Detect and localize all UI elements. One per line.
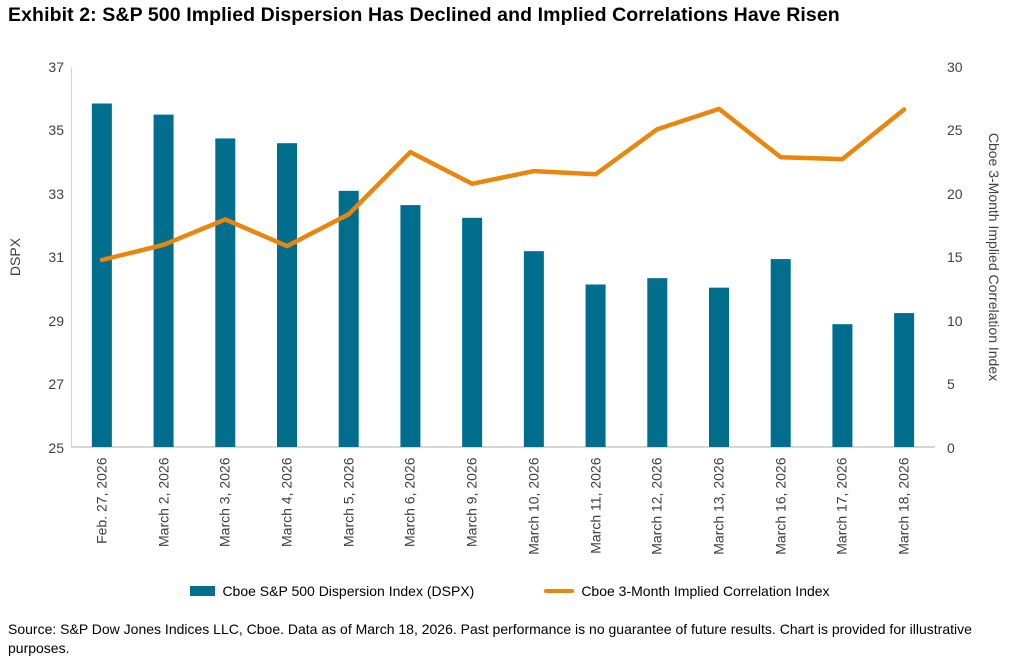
right-axis-tick: 10 [947, 312, 963, 329]
dspx-bar [153, 114, 174, 447]
x-axis-label: Feb. 27, 2026 [93, 457, 110, 544]
right-axis-tick: 20 [947, 185, 963, 202]
left-axis-tick: 27 [48, 376, 64, 392]
x-axis-label: March 16, 2026 [772, 457, 789, 555]
left-axis-tick: 25 [48, 439, 64, 456]
left-axis-tick: 33 [48, 185, 64, 202]
x-axis-label: March 13, 2026 [710, 457, 727, 555]
x-axis-label: March 5, 2026 [340, 457, 357, 548]
left-axis-tick: 35 [48, 122, 64, 138]
x-axis-label: March 10, 2026 [525, 457, 542, 555]
dspx-bar [832, 324, 853, 447]
legend: Cboe S&P 500 Dispersion Index (DSPX) Cbo… [0, 580, 1020, 602]
dspx-bar-swatch-icon [190, 586, 216, 596]
correlation-line [99, 106, 907, 263]
dspx-bar [338, 190, 359, 447]
right-axis-tick: 5 [947, 376, 955, 392]
x-axis-label: March 9, 2026 [463, 457, 480, 548]
x-axis-label: March 11, 2026 [587, 457, 604, 554]
dspx-bar [647, 278, 668, 447]
x-axis-label: March 4, 2026 [278, 457, 295, 548]
x-axis-label: March 12, 2026 [648, 457, 665, 555]
legend-item-dspx: Cboe S&P 500 Dispersion Index (DSPX) [190, 583, 474, 599]
right-axis-tick: 15 [947, 249, 963, 265]
left-axis-tick: 29 [48, 312, 64, 329]
left-axis-title: DSPX [7, 237, 23, 277]
correlation-line-swatch-icon [544, 588, 575, 594]
x-axis-label: March 6, 2026 [401, 457, 418, 548]
dspx-bar [277, 143, 297, 447]
source-note: Source: S&P Dow Jones Indices LLC, Cboe.… [8, 621, 972, 656]
plot-area [71, 67, 935, 448]
left-axis-tick: 37 [48, 58, 64, 75]
right-axis-tick: 25 [947, 122, 963, 138]
legend-item-label: Cboe S&P 500 Dispersion Index (DSPX) [222, 583, 475, 599]
left-axis-tick: 31 [48, 249, 64, 265]
dspx-bar [462, 217, 483, 447]
x-axis-label: March 18, 2026 [895, 457, 912, 555]
dspx-bar [400, 205, 421, 447]
legend-item-label: Cboe 3-Month Implied Correlation Index [581, 583, 830, 599]
x-axis-label: March 17, 2026 [833, 457, 850, 555]
right-axis-tick: 0 [947, 439, 955, 456]
chart-canvas [71, 67, 935, 448]
dspx-bar [585, 284, 606, 447]
x-axis-label: March 3, 2026 [216, 457, 233, 548]
x-axis-label: March 2, 2026 [155, 457, 172, 548]
dspx-bar [523, 251, 544, 447]
dspx-bar [215, 138, 236, 447]
legend-item-correlation: Cboe 3-Month Implied Correlation Index [544, 583, 830, 599]
dspx-bar [91, 103, 112, 447]
dspx-bar [894, 313, 915, 447]
chart-title: Exhibit 2: S&P 500 Implied Dispersion Ha… [8, 4, 840, 26]
right-axis-tick: 30 [947, 58, 963, 75]
dspx-bar [709, 287, 729, 447]
dspx-bar [770, 259, 791, 447]
